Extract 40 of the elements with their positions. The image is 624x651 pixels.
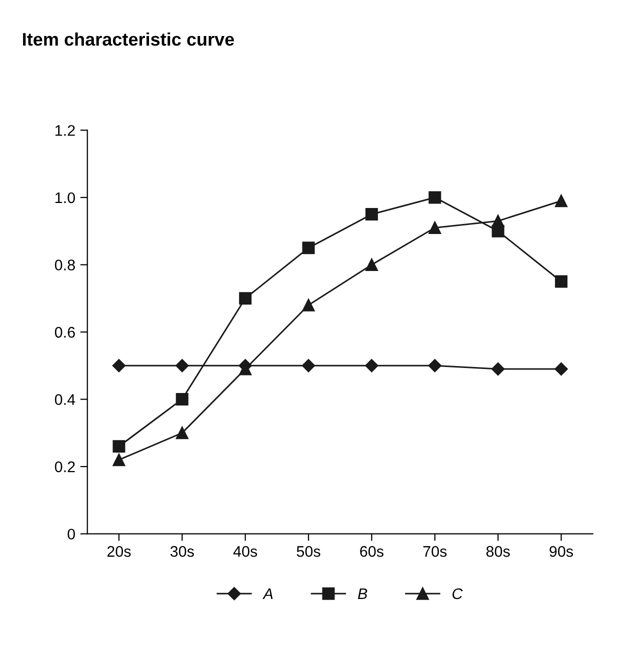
point — [428, 359, 442, 372]
point — [302, 242, 315, 254]
legend-label: B — [358, 588, 368, 600]
x-tick-label: 40s — [233, 546, 258, 557]
x-tick-label: 20s — [107, 546, 131, 557]
point — [428, 221, 442, 234]
point — [365, 208, 378, 221]
x-tick-label: 90s — [550, 546, 573, 557]
x-tick-label: 60s — [360, 546, 384, 557]
x-tick-label: 80s — [486, 546, 510, 557]
point — [112, 440, 126, 453]
point — [554, 275, 568, 288]
point — [302, 298, 315, 312]
legend-label: A — [262, 588, 273, 600]
point — [491, 362, 505, 376]
point — [112, 359, 126, 372]
y-tick-label: 1.0 — [55, 192, 75, 204]
point — [176, 426, 188, 440]
y-tick-label: 0.4 — [54, 394, 76, 405]
point — [302, 359, 316, 372]
x-tick-label: 50s — [296, 546, 320, 557]
point — [554, 362, 568, 376]
point — [112, 454, 126, 466]
point — [365, 359, 378, 372]
chart-title: Item characteristic curve — [23, 32, 234, 46]
y-tick-label: 0.6 — [54, 326, 75, 338]
legend-label: C — [452, 588, 463, 600]
y-tick-label: 0.2 — [54, 461, 75, 472]
point — [428, 191, 442, 204]
point — [176, 359, 189, 372]
point — [492, 214, 504, 228]
y-tick-label: 0 — [68, 528, 75, 540]
point — [176, 393, 188, 406]
point — [239, 292, 252, 305]
y-tick-label: 0.8 — [54, 260, 75, 270]
x-tick-label: 30s — [170, 546, 194, 557]
x-tick-label: 70s — [423, 546, 447, 557]
point — [365, 258, 378, 271]
point — [554, 194, 568, 208]
y-tick-label: 1.2 — [55, 125, 75, 136]
